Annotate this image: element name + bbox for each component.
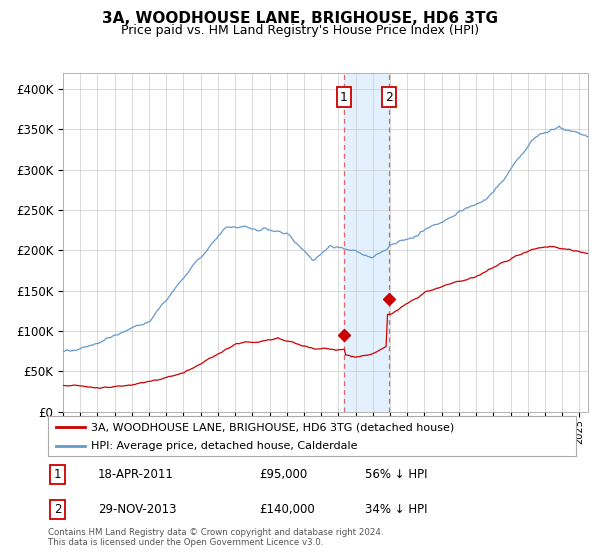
Text: 3A, WOODHOUSE LANE, BRIGHOUSE, HD6 3TG (detached house): 3A, WOODHOUSE LANE, BRIGHOUSE, HD6 3TG (…	[91, 422, 455, 432]
Bar	[344, 73, 389, 412]
Text: 1: 1	[54, 468, 61, 481]
Text: £95,000: £95,000	[259, 468, 307, 481]
Text: 34% ↓ HPI: 34% ↓ HPI	[365, 503, 427, 516]
Text: £140,000: £140,000	[259, 503, 315, 516]
Text: HPI: Average price, detached house, Calderdale: HPI: Average price, detached house, Cald…	[91, 441, 358, 451]
Text: 2: 2	[385, 91, 392, 104]
Text: 56% ↓ HPI: 56% ↓ HPI	[365, 468, 427, 481]
Text: 29-NOV-2013: 29-NOV-2013	[98, 503, 176, 516]
Text: Contains HM Land Registry data © Crown copyright and database right 2024.
This d: Contains HM Land Registry data © Crown c…	[48, 528, 383, 547]
Text: Price paid vs. HM Land Registry's House Price Index (HPI): Price paid vs. HM Land Registry's House …	[121, 24, 479, 36]
Text: 3A, WOODHOUSE LANE, BRIGHOUSE, HD6 3TG: 3A, WOODHOUSE LANE, BRIGHOUSE, HD6 3TG	[102, 11, 498, 26]
Text: 2: 2	[54, 503, 61, 516]
Text: 18-APR-2011: 18-APR-2011	[98, 468, 174, 481]
Text: 1: 1	[340, 91, 347, 104]
